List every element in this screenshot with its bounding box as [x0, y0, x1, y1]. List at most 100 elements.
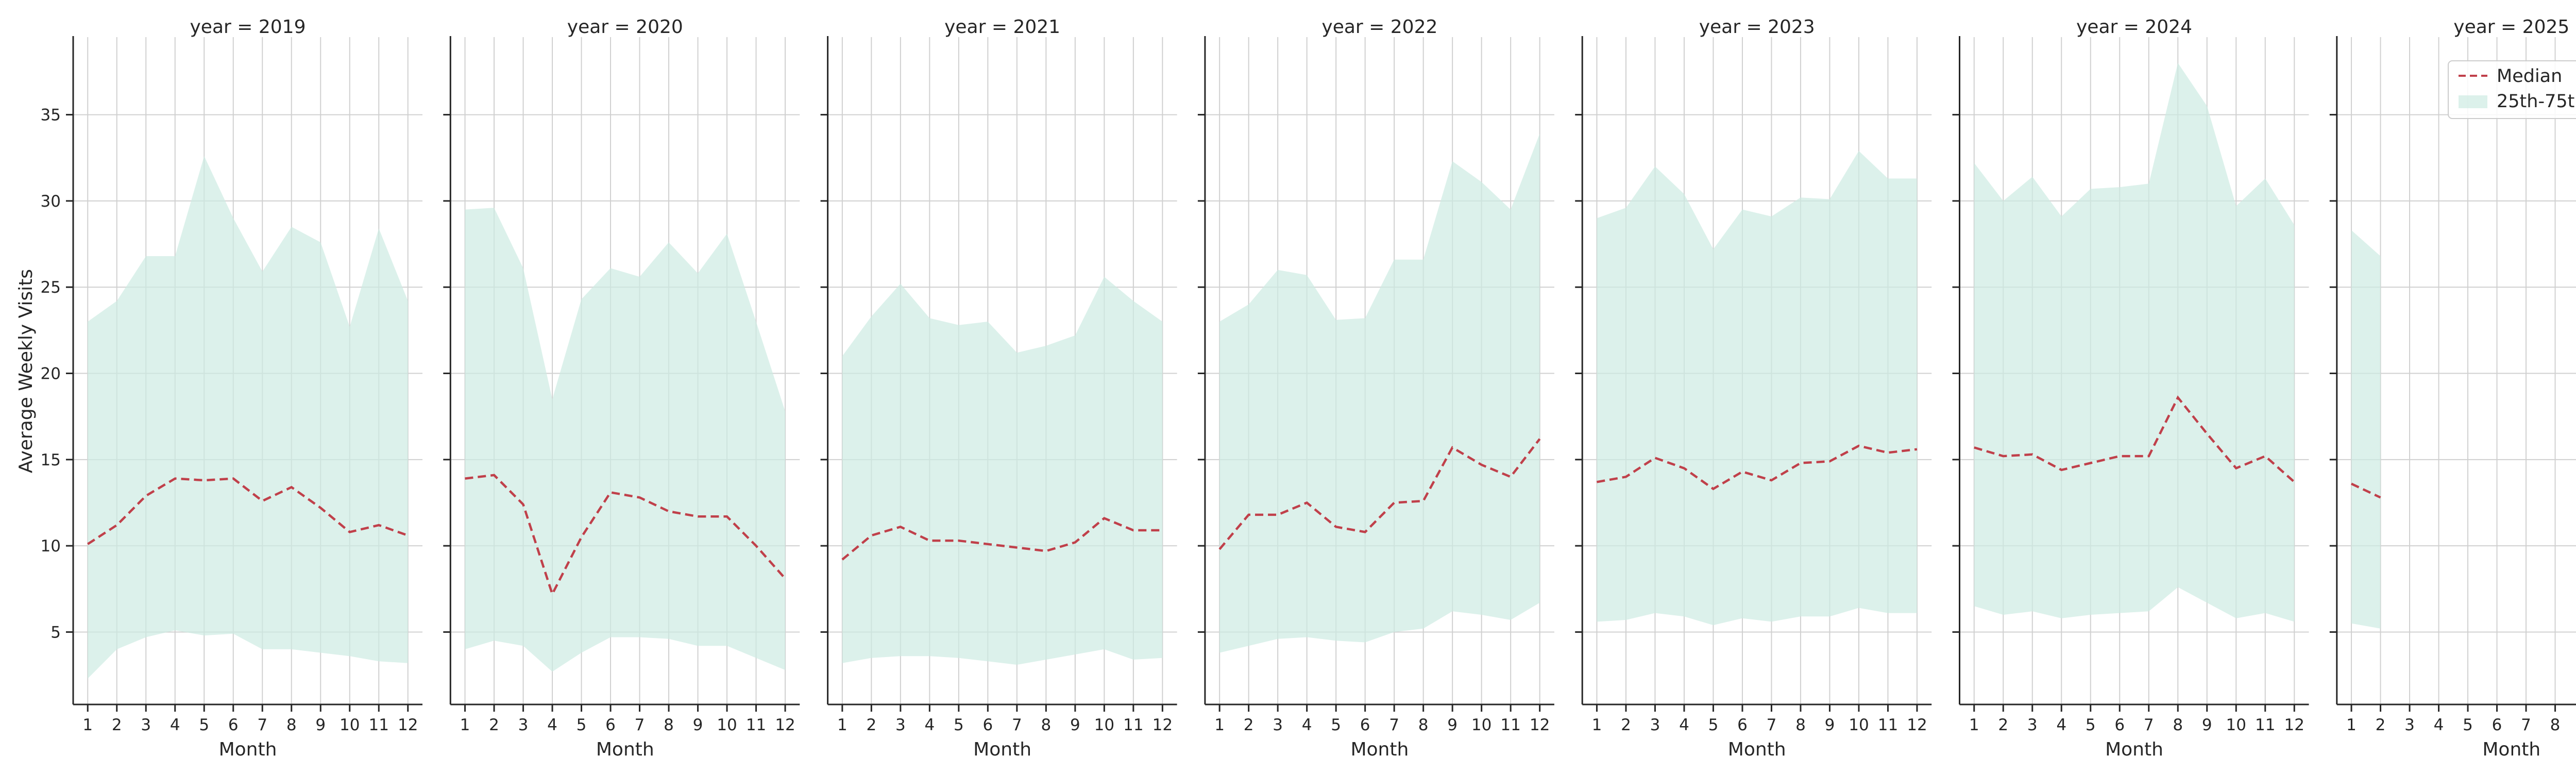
x-tick-label: 4 — [547, 716, 557, 734]
legend: Median 25th-75th Percentile — [2448, 60, 2576, 119]
x-tick-label: 9 — [1447, 716, 1458, 734]
panel-title: year = 2021 — [944, 16, 1060, 38]
x-tick-label: 2 — [1244, 716, 1254, 734]
x-tick-label: 12 — [775, 716, 795, 734]
x-tick-label: 4 — [2056, 716, 2066, 734]
x-tick-label: 10 — [1849, 716, 1869, 734]
x-tick-label: 12 — [1153, 716, 1173, 734]
percentile-band — [1597, 150, 1917, 626]
x-tick-label: 7 — [2521, 716, 2531, 734]
x-tick-label: 3 — [1650, 716, 1660, 734]
x-tick-label: 6 — [605, 716, 616, 734]
panel-title: year = 2019 — [190, 16, 306, 38]
x-axis-label: Month — [1728, 739, 1786, 760]
x-tick-label: 11 — [746, 716, 766, 734]
x-axis-label: Month — [2482, 739, 2540, 760]
panel-title: year = 2025 — [2453, 16, 2569, 38]
x-tick-label: 5 — [1331, 716, 1341, 734]
y-tick-label: 10 — [41, 537, 61, 556]
y-tick-label: 35 — [41, 106, 61, 125]
x-tick-label: 12 — [398, 716, 418, 734]
median-line — [1597, 444, 1918, 491]
x-tick-label: 10 — [2226, 716, 2246, 734]
percentile-band — [1974, 63, 2295, 622]
x-tick-label: 10 — [340, 716, 360, 734]
x-axis-label: Month — [973, 739, 1031, 760]
x-tick-label: 8 — [664, 716, 674, 734]
x-tick-label: 12 — [2284, 716, 2304, 734]
x-tick-label: 7 — [257, 716, 267, 734]
median-line — [1974, 395, 2295, 483]
x-tick-label: 3 — [2027, 716, 2038, 734]
x-tick-label: 3 — [1273, 716, 1283, 734]
panel-title: year = 2020 — [567, 16, 683, 38]
x-tick-label: 1 — [82, 716, 93, 734]
panel-title: year = 2023 — [1699, 16, 1815, 38]
x-tick-label: 10 — [1094, 716, 1114, 734]
x-tick-label: 12 — [1530, 716, 1550, 734]
x-axis-label: Month — [1350, 739, 1409, 760]
x-tick-label: 6 — [2114, 716, 2125, 734]
x-tick-label: 9 — [693, 716, 703, 734]
y-tick-label: 25 — [41, 278, 61, 297]
x-tick-label: 4 — [170, 716, 180, 734]
x-tick-label: 1 — [1969, 716, 1979, 734]
x-axis-label: Month — [2105, 739, 2163, 760]
x-tick-label: 8 — [286, 716, 297, 734]
x-tick-label: 3 — [141, 716, 151, 734]
y-axis-label: Average Weekly Visits — [15, 269, 37, 473]
y-tick-label: 5 — [50, 623, 61, 642]
x-tick-label: 8 — [1041, 716, 1051, 734]
x-tick-label: 8 — [1795, 716, 1806, 734]
x-tick-label: 1 — [837, 716, 848, 734]
x-tick-label: 7 — [1767, 716, 1777, 734]
x-tick-label: 2 — [1998, 716, 2008, 734]
x-tick-label: 4 — [924, 716, 935, 734]
legend-median-label: Median — [2497, 66, 2562, 87]
x-tick-label: 2 — [866, 716, 876, 734]
x-tick-label: 6 — [1737, 716, 1748, 734]
x-tick-label: 4 — [1302, 716, 1312, 734]
percentile-band — [465, 208, 785, 672]
percentile-band — [842, 277, 1163, 665]
x-tick-label: 10 — [717, 716, 737, 734]
x-tick-label: 3 — [895, 716, 906, 734]
x-tick-label: 9 — [2202, 716, 2212, 734]
y-tick-label: 30 — [41, 192, 61, 211]
x-tick-label: 11 — [1878, 716, 1898, 734]
y-tick-label: 20 — [41, 365, 61, 383]
x-tick-label: 12 — [1907, 716, 1927, 734]
y-tick-label: 15 — [41, 451, 61, 469]
percentile-band — [1219, 133, 1540, 653]
x-tick-label: 2 — [112, 716, 122, 734]
x-tick-label: 11 — [1123, 716, 1143, 734]
x-tick-label: 6 — [1360, 716, 1370, 734]
x-tick-label: 10 — [1471, 716, 1492, 734]
x-tick-label: 3 — [2404, 716, 2415, 734]
x-tick-label: 5 — [2463, 716, 2473, 734]
x-tick-label: 7 — [1389, 716, 1399, 734]
x-tick-label: 1 — [460, 716, 470, 734]
x-tick-label: 1 — [2346, 716, 2357, 734]
panel-title: year = 2024 — [2076, 16, 2192, 38]
x-tick-label: 7 — [2144, 716, 2154, 734]
x-tick-label: 5 — [577, 716, 587, 734]
x-tick-label: 4 — [2434, 716, 2444, 734]
x-tick-label: 2 — [1621, 716, 1631, 734]
x-tick-label: 11 — [369, 716, 389, 734]
x-tick-label: 7 — [635, 716, 645, 734]
x-tick-label: 9 — [1825, 716, 1835, 734]
x-tick-label: 9 — [1070, 716, 1080, 734]
x-tick-label: 8 — [2173, 716, 2183, 734]
x-tick-label: 2 — [489, 716, 499, 734]
median-line — [465, 474, 786, 597]
legend-band-swatch — [2459, 95, 2487, 108]
